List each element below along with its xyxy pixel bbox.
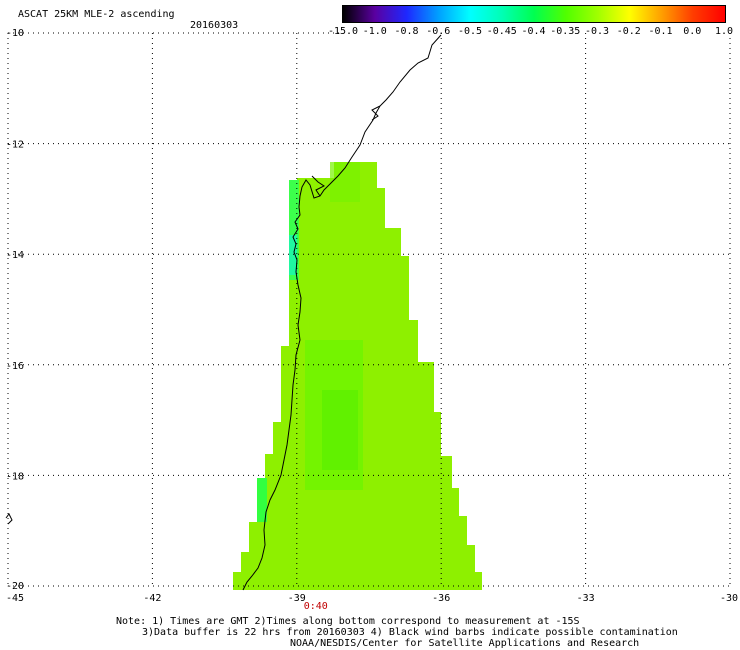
axis-tick-label: -20 xyxy=(6,581,24,592)
colorbar-tick-label: -0.1 xyxy=(648,26,673,37)
time-label: 0:40 xyxy=(304,601,328,612)
axis-tick-label: -42 xyxy=(143,593,161,604)
coastline-bay xyxy=(311,175,325,197)
colorbar-tick-label: -0.4 xyxy=(521,26,546,37)
map-title: ASCAT 25KM MLE-2 ascending xyxy=(18,9,175,20)
swath-patch xyxy=(257,478,267,522)
axis-tick-label: -12 xyxy=(6,140,24,151)
colorbar-tick-label: 1.0 xyxy=(714,26,734,37)
colorbar-tick-label: 0.0 xyxy=(683,26,702,37)
colorbar-tick-label: -0.6 xyxy=(426,26,451,37)
axis-tick-label: -16 xyxy=(6,361,24,372)
colorbar-tick-label: -0.8 xyxy=(394,26,419,37)
map-date: 20160303 xyxy=(190,20,239,31)
axis-tick-label: -10 xyxy=(6,28,24,39)
axis-tick-label: -18 xyxy=(6,471,24,482)
swath-patch xyxy=(289,235,297,275)
axis-tick-label: -39 xyxy=(288,593,306,604)
axis-labels: -10 -12 -14 -16 -18 -20-45 -42 -39 -36 -33 -30 xyxy=(6,28,738,604)
colorbar-tick-label: -0.45 xyxy=(486,26,517,37)
colorbar-tick-label: -0.35 xyxy=(550,26,581,37)
axis-tick-label: -33 xyxy=(577,593,595,604)
note-line-2: 3)Data buffer is 22 hrs from 20160303 4)… xyxy=(142,627,678,638)
colorbar-tick-label: -0.3 xyxy=(584,26,610,37)
note-line-1: Note: 1) Times are GMT 2)Times along bot… xyxy=(116,616,580,627)
colorbar-tick-label: -1.0 xyxy=(362,26,387,37)
colorbar-tick-label: -15.0 xyxy=(327,26,359,37)
axis-tick-label: -14 xyxy=(6,250,24,261)
axis-tick-label: -45 xyxy=(6,593,24,604)
note-line-3: NOAA/NESDIS/Center for Satellite Applica… xyxy=(290,638,640,649)
coastline-inlet xyxy=(371,105,381,121)
swath-patch xyxy=(322,390,358,470)
coastline-island xyxy=(5,513,13,525)
coastline xyxy=(242,34,442,591)
graticule xyxy=(7,32,731,587)
swath-patch xyxy=(289,180,299,280)
colorbar-tick-label: -0.5 xyxy=(457,26,483,37)
axis-tick-label: -36 xyxy=(432,593,450,604)
colorbar-tick-label: -0.2 xyxy=(616,26,641,37)
colorbar xyxy=(342,5,726,23)
data-swath xyxy=(233,162,482,590)
axis-tick-label: -30 xyxy=(720,593,738,604)
